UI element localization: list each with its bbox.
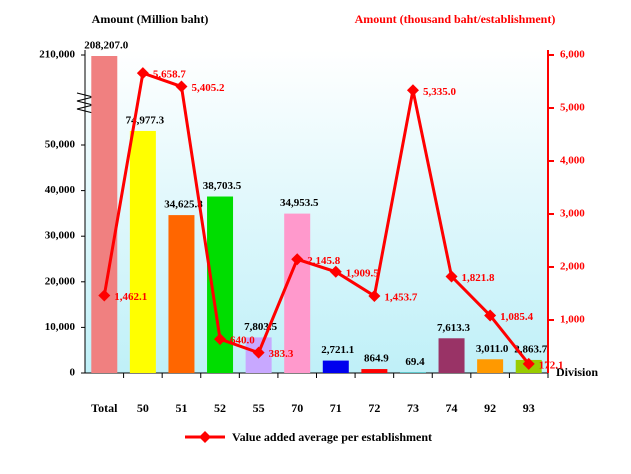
bar: [129, 130, 156, 373]
x-tick-label: 50: [137, 401, 149, 415]
line-marker: [368, 289, 381, 302]
y-title: Amount (Million baht): [92, 12, 209, 26]
x-tick-label: 92: [484, 401, 496, 415]
y2-tick-label: 3,000: [560, 208, 585, 220]
line-label: 1,085.4: [500, 311, 534, 323]
y2-tick-label: 5,000: [560, 102, 585, 114]
line-marker: [252, 346, 265, 359]
x-tick-label: 93: [523, 401, 535, 415]
line-marker: [136, 67, 149, 80]
bar-label: 34,953.5: [280, 197, 319, 209]
bar: [322, 360, 349, 373]
y2-tick-label: 6,000: [560, 49, 585, 61]
x-tick-label: Total: [91, 401, 118, 415]
bar: [168, 215, 195, 373]
line-label: 172.1: [539, 359, 564, 371]
line-label: 5,658.7: [153, 69, 187, 81]
bar-label: 3,011.0: [476, 343, 509, 355]
bar-label: 2,721.1: [321, 344, 354, 356]
bar-label: 7,613.3: [437, 322, 471, 334]
bar-label: 864.9: [364, 353, 389, 365]
bar: [361, 369, 388, 373]
line-label: 1,453.7: [384, 291, 418, 303]
x-tick-label: 74: [446, 401, 458, 415]
line: [102, 71, 530, 365]
line-marker: [98, 289, 111, 302]
line-marker: [484, 309, 497, 322]
line-marker: [522, 357, 535, 370]
bar-label: 38,703.5: [203, 180, 242, 192]
y2-title: Amount (thousand baht/establishment): [355, 12, 556, 26]
bar: [477, 359, 504, 373]
line-label: 1,821.8: [462, 272, 496, 284]
bar: [438, 338, 465, 373]
line-label: 1,462.1: [114, 291, 147, 303]
bar-label: 208,207.0: [84, 40, 129, 52]
bar-label: 74,977.3: [126, 114, 165, 126]
bar-label: 34,625.8: [164, 199, 203, 211]
y-tick-label: 40,000: [45, 184, 76, 196]
bar-label: 2,863.7: [514, 343, 548, 355]
line-label: 640.0: [230, 335, 255, 347]
line-marker: [291, 253, 304, 266]
x-tick-label: 72: [368, 401, 380, 415]
bar: [91, 56, 118, 373]
y-tick-label: 20,000: [45, 275, 76, 287]
y-tick-label: 210,000: [39, 49, 75, 61]
line-marker: [445, 270, 458, 283]
line-marker: [175, 80, 188, 93]
bar: [284, 213, 311, 373]
x-tick-label: 55: [253, 401, 265, 415]
y-tick-label: 30,000: [45, 230, 76, 242]
y-tick-label: 0: [70, 367, 76, 379]
x-tick-label: 51: [175, 401, 187, 415]
y-tick-label: 50,000: [45, 139, 76, 151]
line-marker: [329, 265, 342, 278]
x-title: Division: [556, 365, 598, 379]
y2-tick-label: 4,000: [560, 155, 585, 167]
line-marker: [214, 333, 227, 346]
y-tick-label: 10,000: [45, 321, 76, 333]
line-label: 5,405.2: [191, 82, 225, 94]
legend-label: Value added average per establishment: [232, 430, 432, 444]
line-label: 5,335.0: [423, 86, 457, 98]
legend-marker: [199, 431, 211, 443]
plot-area: [85, 50, 548, 373]
line-marker: [406, 84, 419, 97]
y2-tick-label: 2,000: [560, 261, 585, 273]
x-tick-label: 52: [214, 401, 226, 415]
axis-break: [76, 92, 94, 114]
x-tick-label: 73: [407, 401, 419, 415]
line-label: 2,145.8: [307, 255, 341, 267]
x-tick-label: 71: [330, 401, 342, 415]
line-label: 1,909.5: [346, 267, 380, 279]
bar-label: 69.4: [405, 356, 425, 368]
x-tick-label: 70: [291, 401, 303, 415]
y2-tick-label: 1,000: [560, 314, 585, 326]
line-label: 383.3: [269, 348, 294, 360]
